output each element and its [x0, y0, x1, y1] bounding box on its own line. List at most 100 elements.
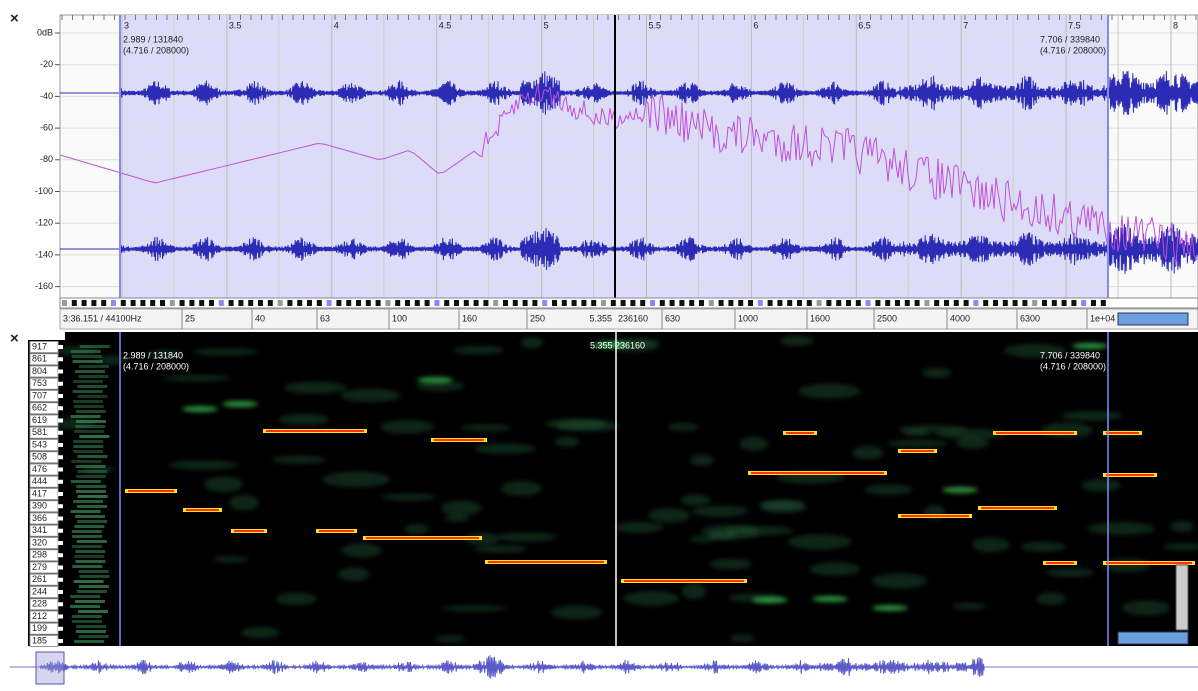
onset-noise [78, 495, 108, 498]
noise [496, 532, 557, 541]
marker [474, 300, 479, 306]
db-label: -140 [35, 249, 53, 259]
marker [199, 300, 204, 306]
noise [709, 559, 752, 569]
marker [1003, 300, 1008, 306]
scroll-widget[interactable] [1176, 565, 1188, 630]
db-label: -60 [40, 122, 53, 132]
marker [248, 300, 253, 306]
marker [1032, 300, 1037, 306]
onset-noise [75, 425, 105, 428]
marker [944, 300, 949, 306]
marker [356, 300, 361, 306]
onset-noise [78, 395, 108, 398]
noise [1081, 479, 1120, 492]
marker [131, 300, 136, 306]
noise [1037, 592, 1066, 605]
close-button[interactable]: × [10, 10, 19, 27]
marker [885, 300, 890, 306]
marker [895, 300, 900, 306]
selection-position: 2.989 / 131840 [123, 350, 183, 360]
marker [366, 300, 371, 306]
marker [1101, 300, 1106, 306]
note-faint [1072, 343, 1108, 349]
marker [817, 300, 822, 306]
pitch-label: 298 [32, 550, 47, 560]
pitch-tick [58, 431, 63, 435]
onset-noise [71, 350, 101, 353]
marker [866, 300, 871, 306]
noise [1021, 542, 1066, 552]
onset-noise [79, 570, 109, 573]
marker [209, 300, 214, 306]
noise [1046, 568, 1095, 577]
onset-noise [78, 610, 108, 613]
onset-noise [71, 415, 101, 418]
pitch-tick [58, 455, 63, 459]
zoom-widget[interactable] [1118, 632, 1188, 644]
onset-noise [75, 550, 105, 553]
noise [739, 437, 768, 451]
marker [650, 300, 655, 306]
noise [381, 494, 436, 501]
onset-noise [77, 540, 107, 543]
marker [101, 300, 106, 306]
marker [464, 300, 469, 306]
pitch-tick [58, 578, 63, 582]
pitch-label: 662 [32, 403, 47, 413]
onset-noise [76, 465, 106, 468]
selection-position: 2.989 / 131840 [123, 34, 183, 44]
onset-noise [73, 390, 103, 393]
pitch-label: 543 [32, 439, 47, 449]
marker [111, 300, 116, 306]
noise [272, 456, 326, 464]
marker [1013, 300, 1018, 306]
cursor-label: 5.355 236160 [590, 340, 645, 350]
onset-noise [77, 455, 107, 458]
noise [193, 348, 258, 355]
marker [317, 300, 322, 306]
marker [983, 300, 988, 306]
onset-noise [79, 575, 109, 578]
marker [1022, 300, 1027, 306]
noise [338, 567, 369, 581]
marker [758, 300, 763, 306]
onset-noise [74, 525, 104, 528]
onset-noise [80, 345, 110, 348]
noise [780, 335, 814, 345]
marker [1052, 300, 1057, 306]
selection-length: (4.716 / 208000) [1040, 45, 1106, 55]
pitch-label: 861 [32, 354, 47, 364]
marker [513, 300, 518, 306]
freq-label: 40 [255, 313, 265, 323]
noise [454, 346, 505, 355]
onset-noise [74, 430, 104, 433]
freq-label: 160 [462, 313, 477, 323]
close-button[interactable]: × [10, 330, 19, 347]
marker [523, 300, 528, 306]
onset-noise [70, 595, 100, 598]
pitch-label: 390 [32, 501, 47, 511]
freq-label: 25 [185, 313, 195, 323]
pitch-label: 244 [32, 586, 47, 596]
overview-viewport[interactable] [36, 652, 64, 684]
noise [1122, 600, 1170, 615]
marker [72, 300, 77, 306]
note-faint [182, 406, 218, 412]
onset-noise [74, 405, 104, 408]
marker [1042, 300, 1047, 306]
noise [760, 501, 807, 513]
audio-editor: × × 0dB-20-40-60-80-100-120-140-16033.54… [0, 0, 1198, 686]
db-label: -120 [35, 218, 53, 228]
pitch-label: 320 [32, 537, 47, 547]
marker [993, 300, 998, 306]
marker [640, 300, 645, 306]
noise [501, 481, 542, 496]
marker [797, 300, 802, 306]
onset-noise [78, 375, 108, 378]
marker [856, 300, 861, 306]
note-faint [417, 377, 453, 383]
freq-label: 1e+04 [1090, 313, 1115, 323]
marker [807, 300, 812, 306]
scroll-widget[interactable] [1118, 313, 1188, 325]
